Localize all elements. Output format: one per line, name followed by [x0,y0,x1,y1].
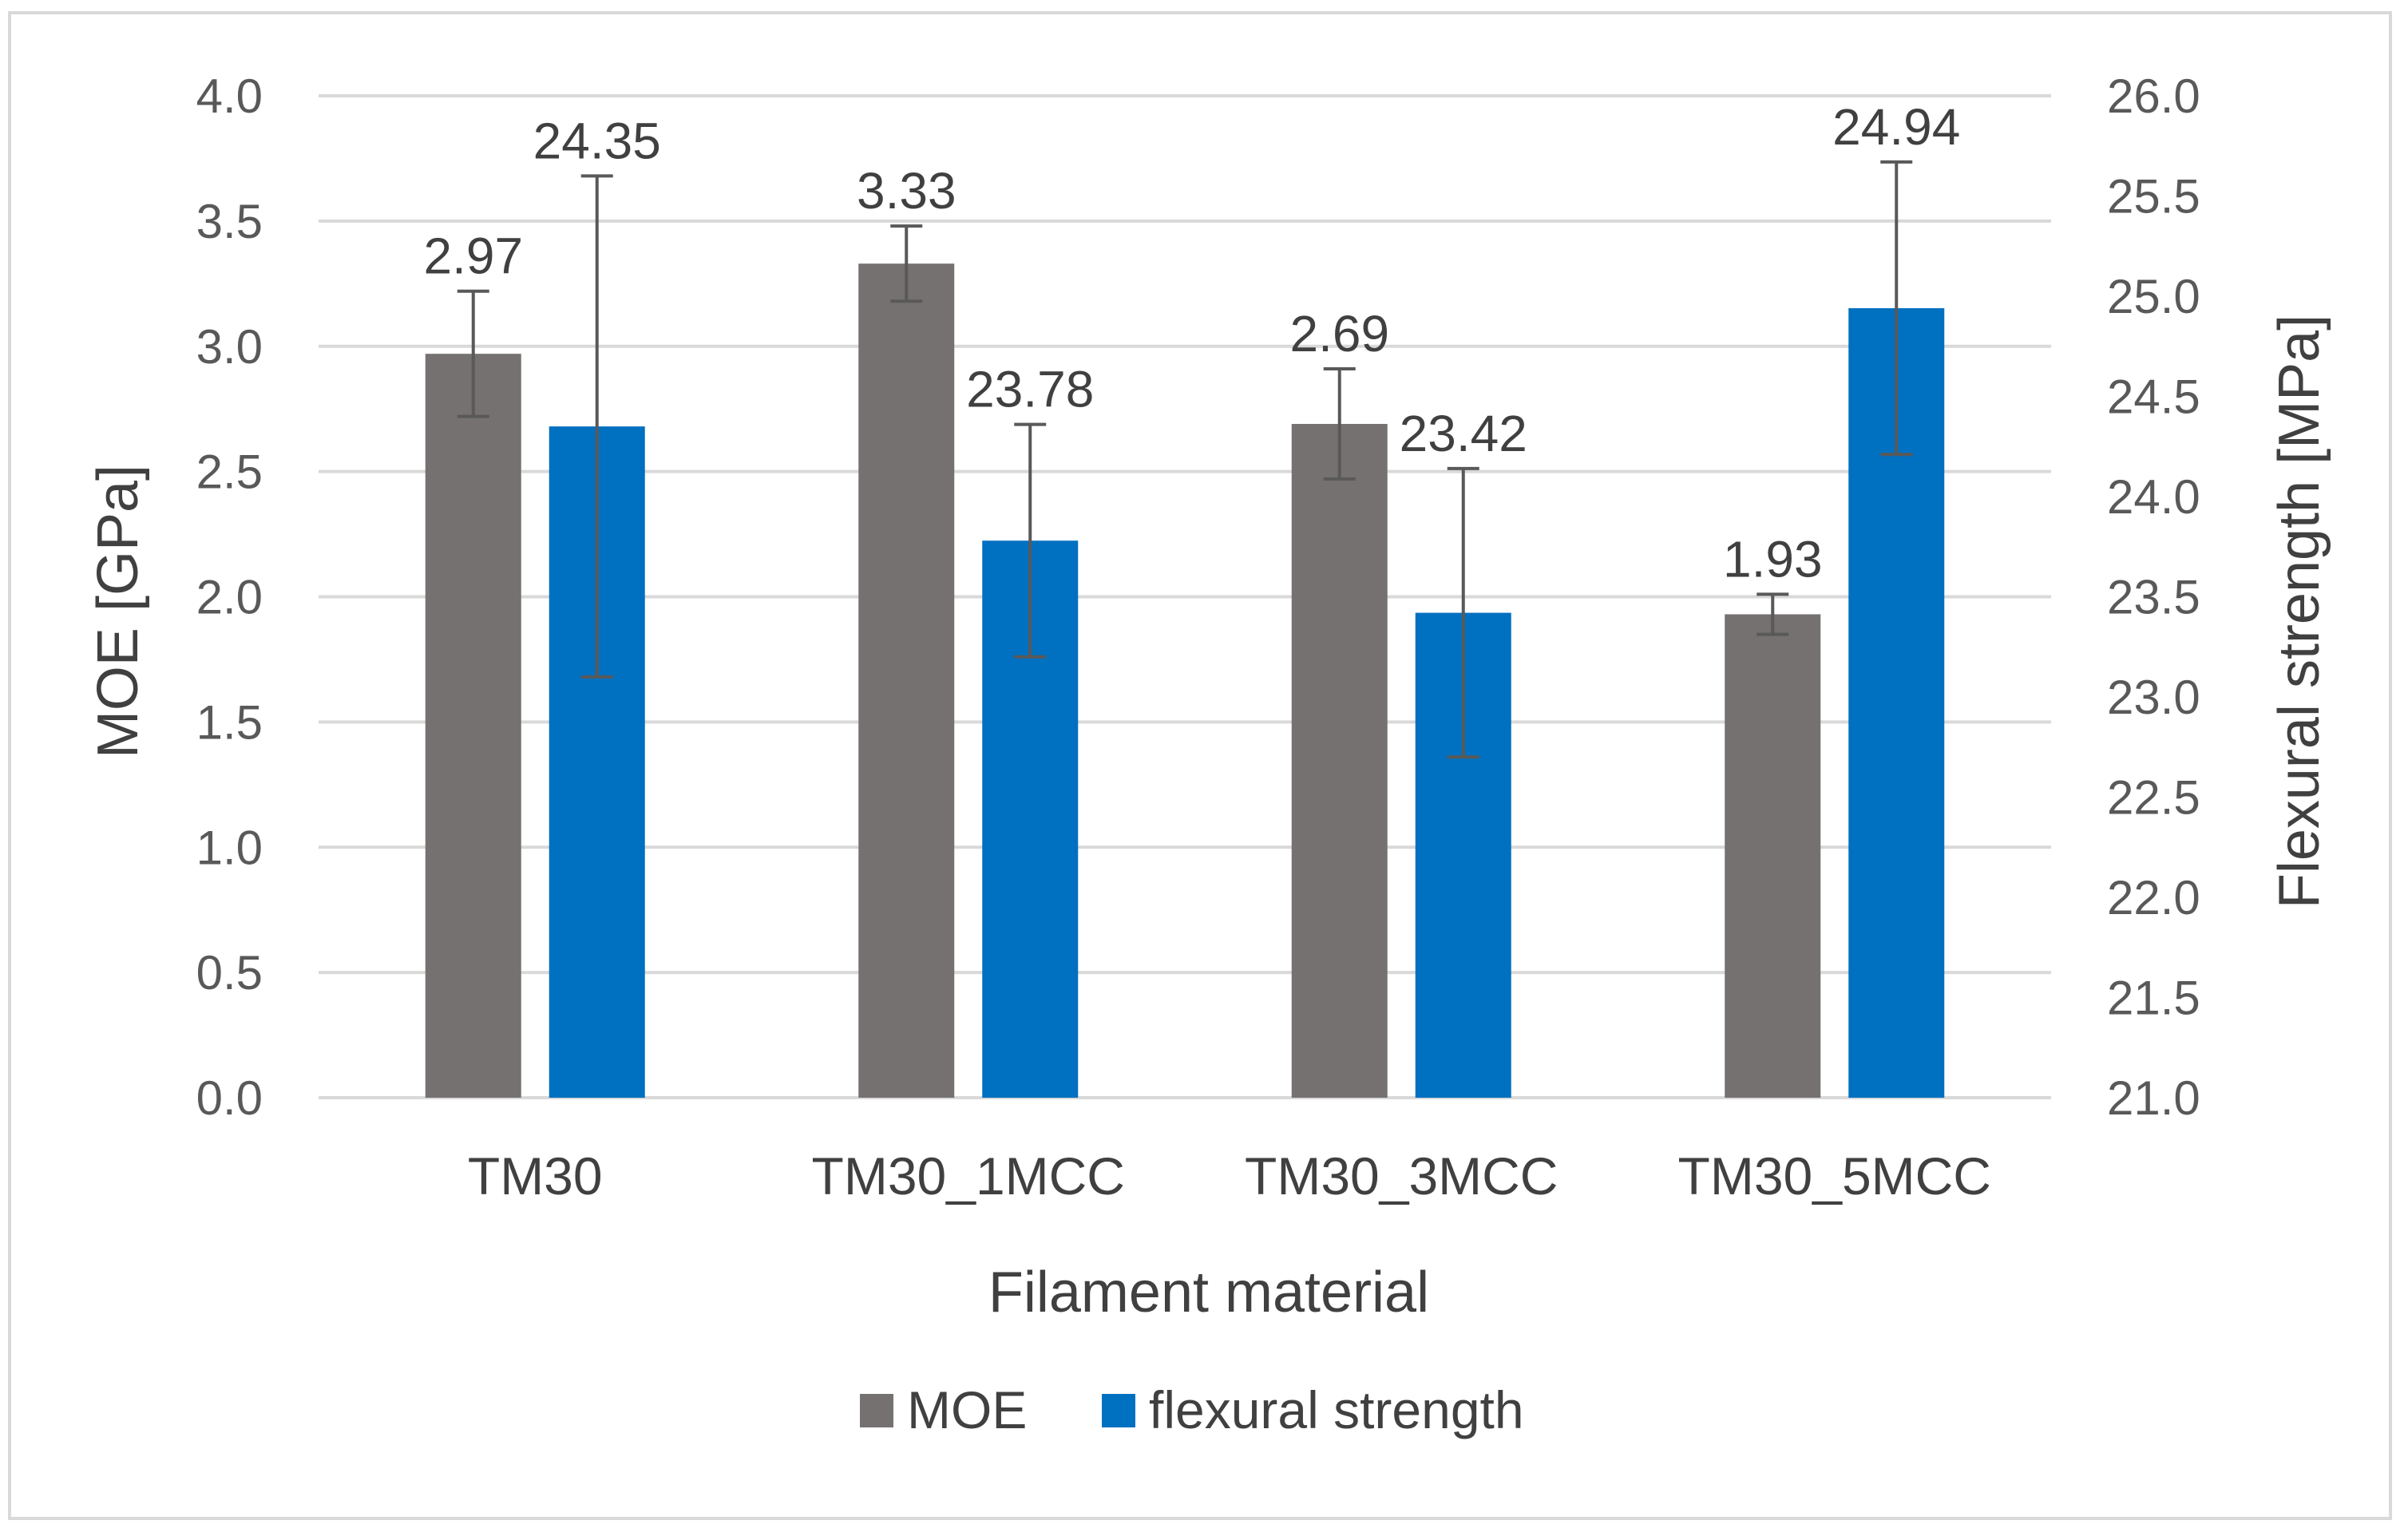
x-category-label: TM30_1MCC [812,1146,1125,1205]
y-tick-label: 4.0 [196,69,263,123]
x-category-label: TM30_3MCC [1245,1146,1558,1205]
y-axis-title: MOE [GPa] [86,465,150,758]
bar-moe [1291,424,1388,1098]
y-tick-label: 1.5 [196,695,263,749]
error-bars [457,160,1913,759]
y2-tick-label: 24.5 [2107,370,2200,424]
bar-moe [1725,614,1821,1098]
chart-frame: 2.97 24.35 3.33 23.78 2.69 23.42 1.93 24.94 0.0… [8,11,2392,1520]
y2-axis-ticks: 21.0 21.5 22.0 22.5 23.0 23.5 24.0 24.5 25.0 25.5… [2107,69,2200,1125]
y2-tick-label: 26.0 [2107,69,2200,123]
y-tick-label: 3.5 [196,195,263,248]
legend-label-moe: MOE [907,1380,1027,1439]
data-label-flexural-strength: 23.78 [966,361,1094,418]
data-label-moe: 1.93 [1723,530,1823,588]
legend-label-flexural-strength: flexural strength [1149,1380,1524,1439]
y2-tick-label: 25.5 [2107,170,2200,224]
bar-moe [858,263,955,1098]
data-label-flexural-strength: 23.42 [1400,405,1527,462]
y-tick-label: 2.5 [196,445,263,499]
y-axis-ticks: 0.0 0.5 1.0 1.5 2.0 2.5 3.0 3.5 4.0 [196,69,263,1125]
y2-axis-title: Flexural strength [MPa] [2267,315,2331,909]
data-label-moe: 2.97 [423,228,523,285]
x-axis-categories: TM30 TM30_1MCC TM30_3MCC TM30_5MCC [468,1146,1991,1205]
legend-swatch-moe [860,1394,893,1427]
y2-tick-label: 25.0 [2107,270,2200,323]
y-tick-label: 0.5 [196,946,263,1000]
legend-swatch-flexural-strength [1102,1394,1135,1427]
y-tick-label: 3.0 [196,320,263,374]
data-label-moe: 3.33 [857,162,956,220]
y2-tick-label: 23.0 [2107,671,2200,724]
y-tick-label: 2.0 [196,571,263,624]
y2-tick-label: 23.5 [2107,571,2200,624]
data-label-moe: 2.69 [1289,305,1389,362]
data-label-flexural-strength: 24.35 [533,112,661,169]
y-tick-label: 1.0 [196,821,263,874]
x-axis-title: Filament material [988,1261,1429,1324]
y-tick-label: 0.0 [196,1071,263,1125]
y2-tick-label: 24.0 [2107,470,2200,524]
bars [425,263,1945,1099]
data-label-flexural-strength: 24.94 [1832,98,1960,156]
legend: MOE flexural strength [860,1380,1524,1439]
y2-tick-label: 22.5 [2107,771,2200,825]
y2-tick-label: 21.0 [2107,1071,2200,1125]
y2-tick-label: 22.0 [2107,871,2200,924]
y2-tick-label: 21.5 [2107,972,2200,1025]
x-category-label: TM30 [468,1146,603,1205]
x-category-label: TM30_5MCC [1678,1146,1991,1205]
bar-moe [425,354,521,1099]
